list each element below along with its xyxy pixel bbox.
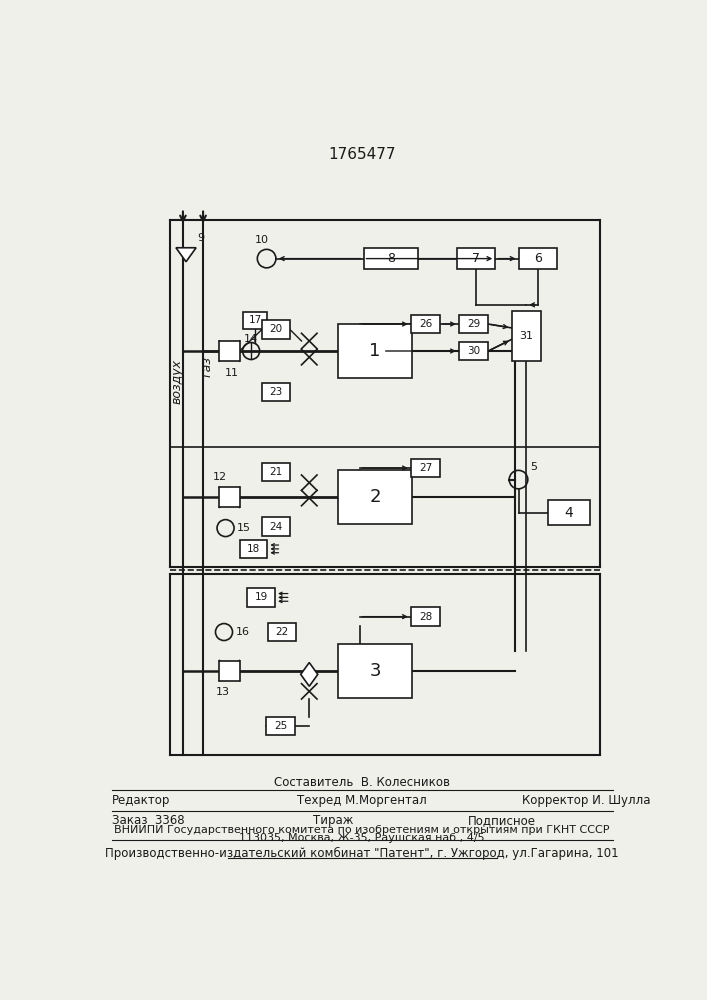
Bar (262, 383, 290, 401)
Bar (268, 623, 296, 641)
Bar (339, 644, 412, 698)
Bar (459, 342, 489, 360)
Bar (339, 324, 412, 378)
Bar (547, 500, 590, 525)
Text: Производственно-издательский комбинат "Патент", г. Ужгород, ул.Гагарина, 101: Производственно-издательский комбинат "П… (105, 846, 619, 860)
Text: 10: 10 (255, 235, 269, 245)
Text: 1765477: 1765477 (328, 147, 396, 162)
Bar (219, 341, 240, 361)
Text: 11: 11 (225, 368, 239, 378)
Polygon shape (176, 248, 196, 262)
Text: 8: 8 (387, 252, 395, 265)
Text: Корректор И. Шулла: Корректор И. Шулла (522, 794, 651, 807)
Text: 29: 29 (467, 319, 480, 329)
Text: 5: 5 (530, 462, 537, 472)
Text: 21: 21 (269, 467, 283, 477)
Text: 1: 1 (370, 342, 381, 360)
Text: 14: 14 (244, 334, 258, 344)
Text: 4: 4 (564, 506, 573, 520)
Text: Тираж: Тираж (313, 814, 354, 827)
Bar (247, 588, 275, 607)
Text: 26: 26 (419, 319, 432, 329)
Text: 31: 31 (519, 331, 533, 341)
Bar (457, 248, 495, 269)
Text: 113035, Москва, Ж-35, Раушская наб., 4/5: 113035, Москва, Ж-35, Раушская наб., 4/5 (239, 833, 485, 843)
Text: 25: 25 (274, 721, 287, 731)
Text: 7: 7 (472, 252, 480, 265)
Text: Техред М.Моргентал: Техред М.Моргентал (297, 794, 427, 807)
Bar (240, 540, 267, 558)
Bar (411, 459, 440, 477)
Text: 13: 13 (216, 687, 230, 697)
Bar (219, 661, 240, 681)
Text: 17: 17 (248, 315, 262, 325)
Polygon shape (300, 663, 317, 686)
Text: 19: 19 (255, 592, 268, 602)
Bar (411, 607, 440, 626)
Bar (459, 315, 489, 333)
Text: 12: 12 (213, 472, 227, 482)
Text: Составитель  В. Колесников: Составитель В. Колесников (274, 776, 450, 789)
Bar (512, 311, 541, 361)
Text: 28: 28 (419, 612, 432, 622)
Text: 20: 20 (269, 324, 283, 334)
Bar (339, 470, 412, 524)
Text: 16: 16 (235, 627, 250, 637)
Bar (411, 315, 440, 333)
Bar (219, 487, 240, 507)
Bar (262, 517, 290, 536)
Text: 22: 22 (276, 627, 288, 637)
Text: 18: 18 (247, 544, 260, 554)
Text: ВНИИПИ Государственного комитета по изобретениям и открытиям при ГКНТ СССР: ВНИИПИ Государственного комитета по изоб… (115, 825, 609, 835)
Text: 15: 15 (237, 523, 251, 533)
Text: 3: 3 (369, 662, 381, 680)
Text: 9: 9 (197, 233, 204, 243)
Text: 23: 23 (269, 387, 283, 397)
Bar (363, 248, 418, 269)
Bar (266, 717, 296, 735)
Bar (518, 248, 557, 269)
Text: 2: 2 (369, 488, 381, 506)
Text: 24: 24 (269, 522, 283, 532)
Bar (243, 312, 267, 329)
Text: 6: 6 (534, 252, 542, 265)
Text: 27: 27 (419, 463, 432, 473)
Bar (262, 463, 290, 481)
Text: газ: газ (201, 356, 214, 377)
Text: Подписное: Подписное (468, 814, 536, 827)
Text: 30: 30 (467, 346, 480, 356)
Text: Заказ  3368: Заказ 3368 (112, 814, 185, 827)
Text: Редактор: Редактор (112, 794, 170, 807)
Bar (262, 320, 290, 339)
Text: воздух: воздух (170, 359, 183, 404)
